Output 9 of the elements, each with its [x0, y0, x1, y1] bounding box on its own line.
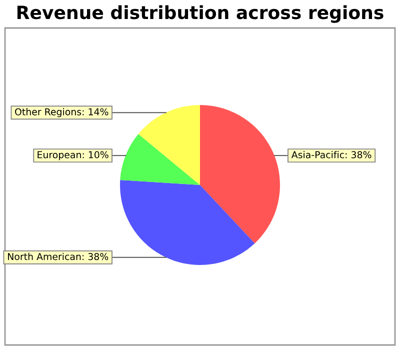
- slice-label: North American: 38%: [8, 252, 108, 260]
- pie-slice: [138, 105, 200, 185]
- chart-title: Revenue distribution across regions: [17, 5, 384, 23]
- slice-label: European: 10%: [38, 151, 108, 160]
- slice-label: Asia-Pacific: 38%: [291, 150, 372, 158]
- pie-slice: [200, 105, 280, 244]
- pie-slice: [120, 180, 255, 265]
- slice-label: Other Regions: 14%: [15, 108, 108, 118]
- pie-slice: [120, 134, 200, 185]
